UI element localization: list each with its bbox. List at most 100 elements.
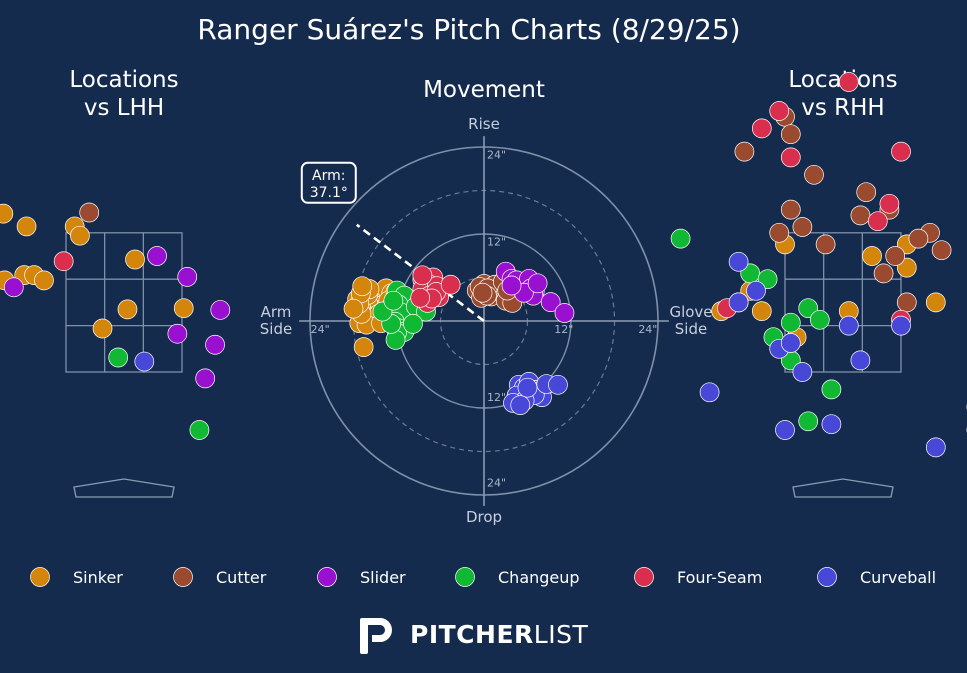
pitch-legend: Sinker Cutter Slider Changeup Four-Seam Curve… <box>30 567 936 587</box>
pitch-point <box>792 362 813 382</box>
legend-label: Cutter <box>216 568 267 587</box>
pitch-point <box>780 147 801 168</box>
ring-label: 24" <box>487 476 506 489</box>
ring-label: 24" <box>487 149 506 162</box>
pitch-point <box>125 249 145 270</box>
pitch-point <box>167 323 188 344</box>
pitch-point <box>554 303 575 323</box>
pitch-point <box>879 193 900 214</box>
pitch-point <box>873 263 894 284</box>
panel-title: Movement <box>423 77 545 103</box>
pitch-point <box>108 347 129 368</box>
pitch-point <box>775 420 795 440</box>
pitch-point <box>838 315 859 336</box>
pitch-point <box>412 265 433 286</box>
pitch-point <box>798 411 819 432</box>
pitch-point <box>699 382 720 403</box>
pitch-point <box>189 420 210 440</box>
pitch-point <box>527 273 548 294</box>
pitch-point <box>0 203 14 224</box>
pitch-point <box>16 216 37 237</box>
pitch-point <box>908 228 929 249</box>
pitch-point <box>850 205 871 226</box>
pitch-point <box>780 333 801 353</box>
ring-label: 24" <box>311 323 330 336</box>
pitch-point <box>34 270 54 291</box>
pitch-point <box>53 251 74 272</box>
brand-name-bold: PITCHER <box>410 619 534 649</box>
ring-label: 12" <box>487 236 506 249</box>
pitch-point <box>472 282 493 303</box>
ring-label: 12" <box>554 323 573 336</box>
pitch-point <box>821 414 842 435</box>
pitch-point <box>540 292 561 312</box>
pitch-point <box>769 101 790 121</box>
pitch-point <box>210 300 231 320</box>
pitch-point <box>410 287 431 308</box>
legend-label: Curveball <box>860 568 936 587</box>
pitcherlist-logo-icon <box>360 618 392 654</box>
lhh-location-panel: Locations vs LHH <box>0 67 231 498</box>
arm-angle-label: Arm: 37.1° <box>310 168 348 201</box>
legend-marker <box>30 567 50 587</box>
pitch-point <box>510 395 531 415</box>
pitch-point <box>838 72 859 92</box>
pitch-point <box>728 292 749 313</box>
pitch-point <box>670 228 691 249</box>
pitch-point <box>815 234 836 255</box>
legend-marker <box>173 567 193 587</box>
home-plate <box>73 478 175 498</box>
pitch-point <box>751 118 772 139</box>
legend-label: Changeup <box>498 568 580 587</box>
pitch-point <box>79 202 100 223</box>
legend-marker <box>817 567 837 587</box>
pitch-point <box>925 292 946 313</box>
pitch-point <box>173 298 194 319</box>
pitch-point <box>821 379 842 400</box>
pitch-point <box>134 351 155 372</box>
home-plate <box>792 478 894 498</box>
pitch-point <box>147 246 167 266</box>
pitch-point <box>885 246 906 266</box>
pitch-point <box>862 246 882 266</box>
pitch-point <box>383 290 404 311</box>
pitch-point <box>746 280 766 301</box>
legend-marker <box>634 567 654 587</box>
pitch-point <box>931 240 952 261</box>
pitch-point <box>780 312 801 333</box>
legend-marker <box>317 567 337 587</box>
rise-label: Rise <box>468 115 500 133</box>
pitch-point <box>517 377 538 398</box>
pitch-point <box>548 374 568 395</box>
pitch-point <box>177 267 198 287</box>
movement-panel: Movement 24" 12" 12" 24" 12" 24" 24" Rise Drop Arm… <box>260 77 713 526</box>
pitch-point <box>809 309 830 330</box>
pitch-point <box>891 141 911 162</box>
pitch-point <box>501 275 522 296</box>
ring-label: 24" <box>638 323 657 336</box>
glove-side-label: Glove Side <box>669 303 712 338</box>
pitch-point <box>343 298 364 319</box>
figure-title: Ranger Suárez's Pitch Charts (8/29/25) <box>197 13 740 46</box>
legend-label: Slider <box>360 568 406 587</box>
pitch-point <box>856 182 877 203</box>
drop-label: Drop <box>466 508 502 526</box>
pitch-point <box>117 299 138 320</box>
pitch-point <box>403 314 423 334</box>
pitch-point <box>780 124 801 145</box>
pitch-point <box>867 211 888 232</box>
pitcherlist-brand: PITCHERLIST <box>358 612 588 656</box>
pitch-point <box>195 368 216 389</box>
ring-label: 12" <box>487 391 506 404</box>
arm-angle-box <box>300 161 357 204</box>
pitch-point <box>891 315 911 336</box>
pitch-point <box>850 350 871 371</box>
pitch-point <box>440 274 461 295</box>
pitch-point <box>352 276 373 297</box>
pitch-point <box>780 199 801 220</box>
pitch-point <box>751 301 772 321</box>
pitch-point <box>205 334 225 355</box>
brand-name-light: LIST <box>533 619 589 649</box>
